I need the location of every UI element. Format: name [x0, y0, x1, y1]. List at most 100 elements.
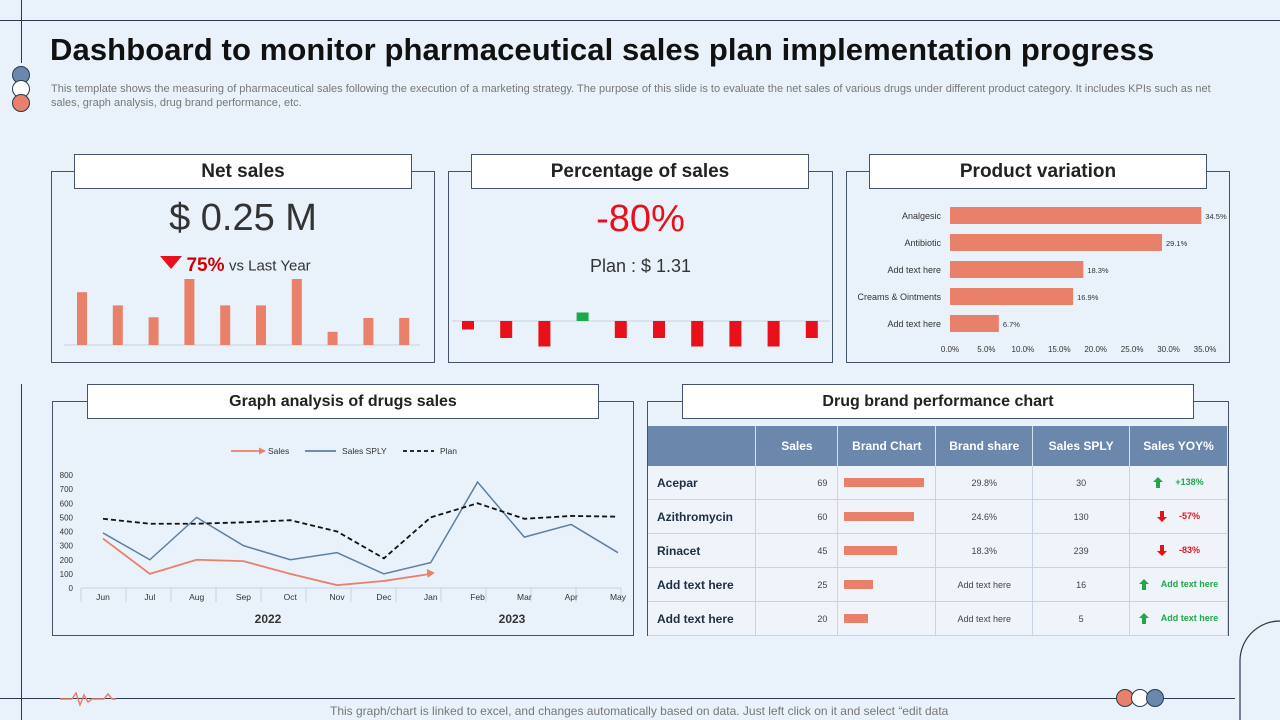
arrow-up-icon — [1138, 613, 1161, 625]
table-row: Add text here 25 Add text here 16 Add te… — [648, 567, 1228, 602]
net-sales-change-pct: 75% — [186, 255, 225, 276]
x-tick-label: May — [610, 592, 627, 602]
legend-label: Sales SPLY — [342, 446, 387, 456]
page-title: Dashboard to monitor pharmaceutical sale… — [50, 32, 1155, 67]
x-tick-label: Apr — [565, 592, 578, 602]
left-rule-bottom — [21, 384, 22, 720]
col-header-sales-yoy: Sales YOY% — [1129, 426, 1228, 466]
category-label: Add text here — [887, 319, 941, 329]
brand-bar — [844, 580, 874, 589]
x-tick-label: Jan — [424, 592, 438, 602]
series-line — [102, 537, 431, 587]
drug-name: Azithromycin — [648, 499, 757, 534]
drug-yoy: +138% — [1175, 476, 1204, 487]
x-tick-label: Sep — [236, 592, 251, 602]
product-variation-header: Product variation — [869, 154, 1207, 189]
series-line — [102, 502, 619, 560]
table-row: Add text here 20 Add text here 5 Add tex… — [648, 601, 1228, 636]
brand-chart-cell — [837, 567, 937, 602]
drug-name: Add text here — [648, 601, 757, 636]
value-label: 6.7% — [1003, 320, 1020, 329]
y-tick-label: 300 — [60, 542, 74, 551]
x-tick-label: 35.0% — [1194, 345, 1217, 354]
y-tick-label: 400 — [60, 528, 74, 537]
drug-yoy: Add text here — [1160, 578, 1219, 589]
brand-chart-cell — [837, 499, 937, 534]
y-tick-label: 500 — [60, 513, 74, 522]
pct-bar — [576, 312, 589, 321]
drug-name: Rinacet — [648, 533, 757, 568]
net-sales-value: $ 0.25 M — [169, 197, 317, 239]
net-sales-mini-chart — [64, 279, 420, 346]
product-bar — [950, 261, 1084, 278]
drug-yoy-cell: -57% — [1129, 499, 1228, 534]
x-tick-label: Aug — [189, 592, 204, 602]
drug-share: 29.8% — [935, 466, 1034, 500]
table-row: Azithromycin 60 24.6% 130 -57% — [648, 499, 1228, 534]
drug-share: Add text here — [935, 601, 1034, 636]
drug-yoy-cell: +138% — [1129, 466, 1228, 500]
mini-bar — [220, 305, 231, 345]
corner-arc — [1239, 620, 1280, 720]
drug-yoy-cell: -83% — [1129, 533, 1228, 568]
x-tick-label: Oct — [284, 592, 298, 602]
drug-name: Acepar — [648, 466, 757, 500]
drug-sply: 130 — [1032, 499, 1131, 534]
drug-sply: 30 — [1032, 466, 1131, 500]
y-tick-label: 600 — [60, 499, 74, 508]
top-rule — [0, 20, 1280, 21]
left-rule-top — [21, 0, 22, 63]
graph-analysis-header: Graph analysis of drugs sales — [87, 384, 599, 419]
drug-sales-line-chart: Sales Sales SPLY Plan 0 100 200 300 400 500 600 70… — [60, 446, 627, 626]
x-tick-label: Feb — [470, 592, 485, 602]
value-label: 16.9% — [1077, 293, 1099, 302]
drug-sales: 45 — [755, 533, 839, 568]
drug-yoy: -83% — [1179, 544, 1201, 555]
pct-bar — [653, 321, 665, 338]
category-label: Antibiotic — [904, 238, 941, 248]
page-subtitle: This template shows the measuring of pha… — [51, 83, 1211, 109]
category-label: Add text here — [887, 265, 941, 275]
series-line — [102, 480, 619, 575]
x-tick-label: Dec — [376, 592, 392, 602]
product-bar — [950, 207, 1202, 224]
legend-label: Plan — [440, 446, 457, 456]
col-header-brand-share: Brand share — [935, 426, 1034, 466]
drug-sply: 5 — [1032, 601, 1131, 636]
drug-yoy: -57% — [1179, 510, 1201, 521]
year-label-2023: 2023 — [499, 612, 526, 626]
mini-bar — [184, 279, 195, 345]
mini-bar — [291, 279, 302, 345]
pct-bar — [729, 321, 742, 347]
x-tick-label: 25.0% — [1121, 345, 1144, 354]
value-label: 29.1% — [1166, 239, 1188, 248]
x-tick-label: Mar — [517, 592, 532, 602]
mini-bar — [327, 331, 338, 345]
pct-sales-mini-chart — [452, 312, 830, 347]
drug-name: Add text here — [648, 567, 757, 602]
pct-sales-plan: Plan : $ 1.31 — [589, 256, 692, 276]
drug-yoy-cell: Add text here — [1129, 601, 1228, 636]
product-variation-chart: Analgesic 34.5% Antibiotic 29.1% Add text he… — [857, 207, 1227, 354]
product-bar — [950, 315, 999, 332]
product-bar — [950, 288, 1074, 305]
pct-bar — [805, 321, 818, 338]
brand-bar — [844, 614, 868, 623]
table-row: Acepar 69 29.8% 30 +138% — [648, 466, 1228, 500]
brand-perf-header: Drug brand performance chart — [682, 384, 1194, 419]
deco-dot-orange — [12, 94, 30, 112]
mini-bar — [148, 317, 159, 345]
drug-share: Add text here — [935, 567, 1034, 602]
y-tick-label: 800 — [60, 471, 74, 480]
heartbeat-icon — [60, 691, 116, 708]
footer-note: This graph/chart is linked to excel, and… — [330, 704, 949, 718]
drug-yoy: Add text here — [1160, 612, 1219, 623]
drug-sales: 25 — [755, 567, 839, 602]
col-header-name — [648, 426, 757, 466]
col-header-brand-chart: Brand Chart — [837, 426, 937, 466]
deco-dot-bottom-blue — [1146, 689, 1164, 707]
table-row: Rinacet 45 18.3% 239 -83% — [648, 533, 1228, 568]
bottom-rule — [0, 698, 1235, 699]
legend-arrow-icon — [259, 447, 266, 455]
mini-bar — [112, 305, 123, 345]
